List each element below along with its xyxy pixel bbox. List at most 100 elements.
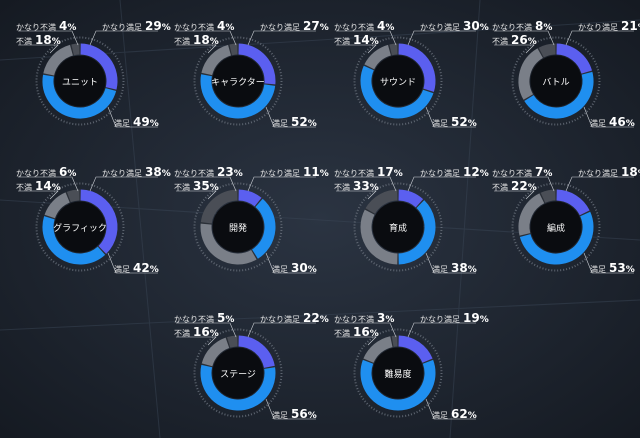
slice-category: かなり不満: [334, 315, 374, 324]
donut-segment-very-dissatisfied: [365, 189, 398, 215]
slice-value: 22%: [303, 311, 329, 325]
donut-segment-dissatisfied: [363, 336, 393, 364]
leader-line: [18, 30, 79, 46]
slice-value: 23%: [217, 165, 243, 179]
leader-line: [336, 322, 397, 338]
slice-value-number: 38: [145, 165, 162, 179]
slice-value: 38%: [451, 261, 477, 275]
slice-label: かなり不満 7%: [492, 165, 552, 179]
donut-hole: [212, 55, 264, 107]
slice-label: 不満 22%: [492, 179, 537, 193]
slice-label: 不満 16%: [334, 325, 379, 339]
donut-hole: [212, 347, 264, 399]
slice-label: 満足 30%: [272, 261, 317, 275]
slice-value-number: 4: [217, 19, 226, 33]
donut-segment-satisfied: [360, 65, 434, 119]
slice-value: 52%: [451, 115, 477, 129]
chart-title: 開発: [228, 224, 247, 234]
donut-svg: [494, 176, 634, 274]
slice-label: 満足 52%: [432, 115, 477, 129]
slice-category: かなり不満: [174, 315, 214, 324]
leader-line: [176, 44, 217, 54]
slice-label: 満足 62%: [432, 407, 477, 421]
percent-sign: %: [161, 169, 171, 179]
donut-segment-very-satisfied: [238, 335, 275, 369]
slice-value-number: 18: [621, 165, 638, 179]
percent-sign: %: [393, 169, 403, 179]
outer-tick-ring: [193, 328, 283, 418]
donut-svg: [336, 176, 476, 274]
slice-category: 不満: [492, 37, 508, 46]
slice-value: 16%: [193, 325, 219, 339]
slice-value-number: 4: [377, 19, 386, 33]
slice-value-number: 16: [193, 325, 210, 339]
leader-line: [89, 30, 158, 46]
slice-category: 満足: [272, 411, 288, 420]
slice-value-number: 4: [59, 19, 68, 33]
slice-category: かなり不満: [16, 23, 56, 32]
percent-sign: %: [149, 265, 159, 275]
donut-segment-very-satisfied: [556, 43, 592, 74]
leader-line: [176, 30, 237, 46]
slice-value: 29%: [145, 19, 171, 33]
slice-value-number: 18: [193, 33, 210, 47]
percent-sign: %: [67, 169, 77, 179]
slice-value-number: 14: [353, 33, 370, 47]
outer-tick-ring: [353, 36, 443, 126]
slice-category: かなり満足: [260, 315, 300, 324]
slice-category: 満足: [114, 119, 130, 128]
donut-chart: キャラクター かなり満足 27% 満足 52% 不満 18% かなり不満 4%: [166, 6, 329, 141]
slice-value-number: 38: [451, 261, 468, 275]
percent-sign: %: [527, 183, 537, 193]
leader-line: [494, 44, 535, 54]
percent-sign: %: [369, 329, 379, 339]
slice-value-number: 62: [451, 407, 468, 421]
slice-value: 62%: [451, 407, 477, 421]
slice-value-number: 49: [133, 115, 150, 129]
leader-line: [583, 106, 634, 128]
donut-segment-satisfied: [398, 200, 436, 265]
slice-label: かなり満足 11%: [260, 165, 329, 179]
slice-category: かなり不満: [334, 23, 374, 32]
donut-hole: [54, 201, 106, 253]
slice-label: 不満 14%: [16, 179, 61, 193]
donut-svg: [18, 176, 158, 274]
percent-sign: %: [319, 315, 329, 325]
donut-segment-very-dissatisfied: [540, 189, 556, 203]
slice-category: かなり不満: [174, 23, 214, 32]
slice-value: 30%: [291, 261, 317, 275]
leader-line: [247, 322, 316, 338]
donut-svg: [336, 30, 476, 128]
percent-sign: %: [51, 37, 61, 47]
slice-category: かなり不満: [334, 169, 374, 178]
slice-value-number: 3: [377, 311, 386, 325]
leader-line: [89, 176, 158, 192]
percent-sign: %: [233, 169, 243, 179]
slice-value: 12%: [463, 165, 489, 179]
percent-sign: %: [225, 315, 235, 325]
slice-label: 不満 35%: [174, 179, 219, 193]
slice-label: かなり不満 8%: [492, 19, 552, 33]
percent-sign: %: [67, 23, 77, 33]
leader-line: [425, 398, 476, 420]
donut-segment-satisfied: [519, 211, 594, 265]
donut-segment-very-dissatisfied: [200, 189, 238, 224]
donut-segment-dissatisfied: [43, 44, 74, 76]
slice-label: 満足 46%: [590, 115, 635, 129]
slice-category: 不満: [334, 329, 350, 338]
donut-hole: [372, 55, 424, 107]
donut-segment-satisfied: [251, 198, 276, 259]
donut-svg: [494, 30, 634, 128]
slice-value: 18%: [621, 165, 640, 179]
leader-line: [18, 44, 59, 54]
percent-sign: %: [625, 119, 635, 129]
slice-category: 満足: [432, 119, 448, 128]
leader-line: [18, 190, 59, 200]
slice-value-number: 14: [35, 179, 52, 193]
donut-segment-dissatisfied: [201, 44, 232, 76]
donut-svg: [336, 322, 476, 420]
chart-title: サウンド: [379, 78, 416, 88]
outer-tick-ring: [353, 328, 443, 418]
